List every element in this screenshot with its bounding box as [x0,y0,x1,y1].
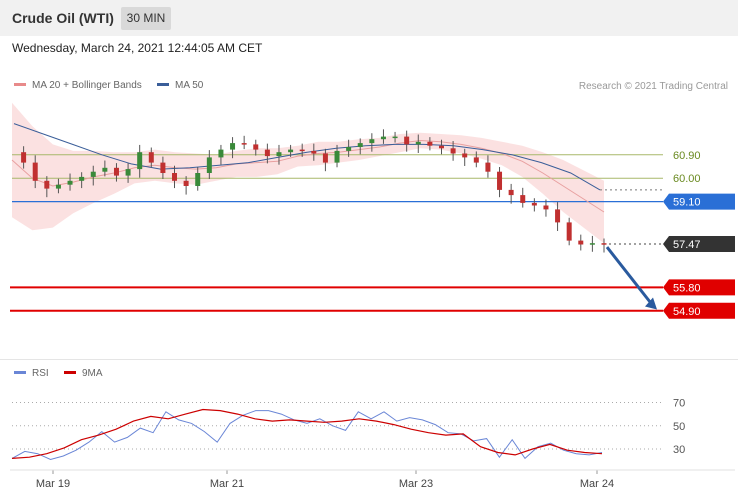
forecast-arrow-head [645,297,657,310]
candle-body [346,147,352,151]
bollinger-swatch [14,82,26,86]
candle-body [311,150,317,154]
candle-body [55,184,61,189]
forecast-arrow-line [605,246,654,306]
legend-rsi-label: RSI [32,368,49,379]
candle-body [404,136,410,145]
candle-body [32,162,38,181]
candle-body [427,141,433,146]
panel-separator [0,359,738,360]
legend-ma50-label: MA 50 [175,80,204,91]
rsi-ma-line [11,408,603,459]
candle-body [253,144,259,150]
ma50-line [13,123,601,191]
chart-header: Crude Oil (WTI) 30 MIN [0,0,738,36]
candle-body [148,152,154,163]
level-label-60.90: 60.90 [673,150,701,162]
candle-body [497,171,503,190]
candle-body [357,143,363,147]
rsi-swatch [14,370,26,374]
candle-body [230,143,236,150]
legend-bollinger-label: MA 20 + Bollinger Bands [32,80,142,91]
level-label-55.80: 55.80 [673,282,701,294]
candle-body [102,167,108,172]
level-label-59.10: 59.10 [673,197,701,209]
legend-bollinger: MA 20 + Bollinger Bands [14,80,142,91]
level-label-54.90: 54.90 [673,306,701,318]
legend-rsi-ma-label: 9MA [82,368,103,379]
candle-body [520,195,526,203]
rsi-level-label: 70 [673,397,685,409]
candle-body [589,243,595,245]
candle-body [160,162,166,173]
candle-body [125,169,131,176]
candle-body [578,240,584,245]
candle-body [392,136,398,139]
candle-body [415,141,421,145]
candle-body [44,180,50,189]
candle-body [21,152,27,163]
candle-body [462,153,468,158]
level-badge-55.80 [663,279,735,296]
rsi-level-label: 50 [673,421,685,433]
x-tick-label: Mar 21 [210,478,244,490]
level-label-60.00: 60.00 [673,173,701,185]
level-badge-59.10 [663,193,735,210]
candle-body [322,153,328,163]
candle-body [380,136,386,140]
timestamp: Wednesday, March 24, 2021 12:44:05 AM CE… [12,41,263,55]
candle-body [473,157,479,163]
candle-body [299,149,305,152]
rsi-level-label: 30 [673,444,685,456]
candle-body [369,139,375,144]
legend-rsi: RSI [14,368,49,379]
candle-body [206,157,212,173]
candle-body [264,149,270,157]
candle-body [195,173,201,186]
timeframe-button[interactable]: 30 MIN [121,7,171,30]
candle-body [601,243,607,245]
candle-body [508,189,514,196]
candle-body [218,149,224,158]
ma20-line [11,139,605,213]
candle-body [485,162,491,172]
legend-ma50: MA 50 [157,80,203,91]
candle-body [531,202,537,206]
candle-body [137,152,143,170]
candle-body [438,145,444,149]
level-label-57.47: 57.47 [673,239,701,251]
x-tick-label: Mar 24 [580,478,614,490]
instrument-title: Crude Oil (WTI) [12,10,114,26]
bollinger-band-area [12,102,604,244]
candle-body [450,148,456,154]
candle-body [113,167,119,176]
candle-body [288,149,294,153]
rsi-line [11,410,603,461]
candle-body [334,150,340,163]
candle-body [241,143,247,145]
candle-body [67,180,73,185]
x-tick-label: Mar 23 [399,478,433,490]
candle-body [555,209,561,223]
rsi-ma-swatch [64,370,76,374]
candle-body [79,176,85,181]
candle-body [543,205,549,210]
legend-rsi-ma: 9MA [64,368,103,379]
candle-body [566,222,572,241]
candle-body [90,171,96,177]
copyright-text: Research © 2021 Trading Central [578,81,728,92]
candle-body [183,180,189,186]
candle-body [172,173,178,181]
candle-body [276,152,282,157]
level-badge-57.47 [663,235,735,252]
level-badge-54.90 [663,302,735,319]
ma50-swatch [157,82,169,86]
x-tick-label: Mar 19 [36,478,70,490]
